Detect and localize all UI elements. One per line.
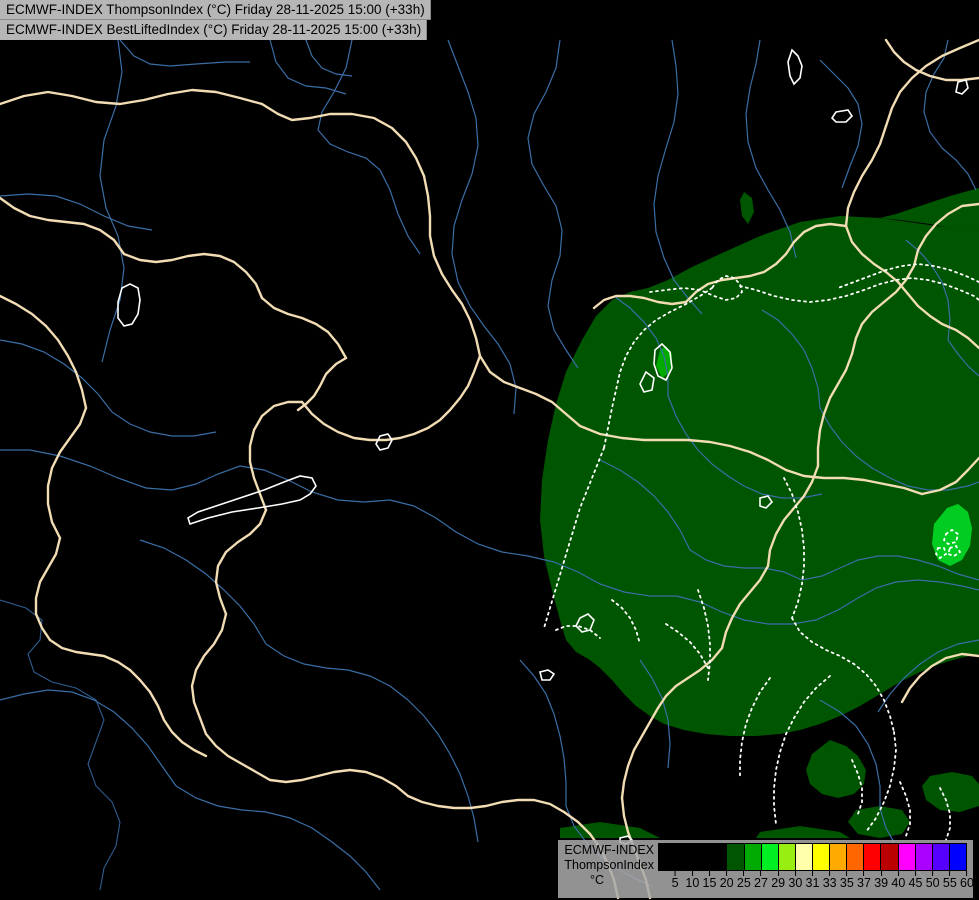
legend-color-cell-12 bbox=[863, 844, 881, 870]
legend-color-cell-5 bbox=[743, 844, 761, 870]
legend-parameter-name: ThompsonIndex bbox=[564, 858, 654, 872]
legend-color-cell-11 bbox=[846, 844, 864, 870]
legend-color-cell-8 bbox=[794, 844, 812, 870]
legend-color-cell-17 bbox=[948, 844, 966, 870]
contour-lines-layer bbox=[543, 263, 979, 841]
legend-color-cell-9 bbox=[811, 844, 830, 870]
legend-tick-39: 39 bbox=[874, 871, 888, 890]
legend-tick-60: 60 bbox=[960, 871, 974, 890]
header-banner: ECMWF-INDEX ThompsonIndex (°C) Friday 28… bbox=[0, 0, 431, 40]
legend-tick-40: 40 bbox=[891, 871, 905, 890]
legend-panel: ECMWF-INDEX ThompsonIndex °C 5 10 15 20 25 27… bbox=[558, 840, 974, 898]
rivers-layer bbox=[0, 39, 979, 891]
legend-color-cell-15 bbox=[914, 844, 932, 870]
legend-colorbar bbox=[658, 843, 967, 871]
legend-tick-30: 30 bbox=[788, 871, 802, 890]
legend-tick-25: 25 bbox=[737, 871, 751, 890]
legend-tick-20: 20 bbox=[720, 871, 734, 890]
legend-tick-50: 50 bbox=[926, 871, 940, 890]
legend-scale: 5 10 15 20 25 27 29 30 31 33 35 37 39 40 45 50 55 60 bbox=[658, 840, 974, 895]
legend-color-cell-13 bbox=[880, 844, 898, 870]
legend-tick-27: 27 bbox=[754, 871, 768, 890]
legend-tick-33: 33 bbox=[823, 871, 837, 890]
legend-tick-37: 37 bbox=[857, 871, 871, 890]
legend-tick-31: 31 bbox=[806, 871, 819, 890]
legend-tick-labels: 5 10 15 20 25 27 29 30 31 33 35 37 39 40 45 50 55 60 bbox=[658, 871, 974, 895]
legend-tick-15: 15 bbox=[703, 871, 716, 890]
legend-tick-35: 35 bbox=[840, 871, 854, 890]
legend-color-cell-16 bbox=[931, 844, 949, 870]
legend-tick-55: 55 bbox=[943, 871, 957, 890]
header-title-thompson-index: ECMWF-INDEX ThompsonIndex (°C) Friday 28… bbox=[0, 0, 431, 20]
legend-color-cell-4 bbox=[726, 844, 744, 870]
legend-tick-5: 5 bbox=[672, 871, 679, 890]
legend-color-cell-6 bbox=[760, 844, 778, 870]
index-shading-level-1 bbox=[540, 188, 979, 838]
legend-tick-10: 10 bbox=[685, 871, 699, 890]
country-borders-layer bbox=[0, 38, 979, 900]
legend-color-cell-10 bbox=[829, 844, 847, 870]
legend-labels: ECMWF-INDEX ThompsonIndex °C bbox=[558, 840, 658, 888]
legend-color-cell-1 bbox=[675, 844, 693, 870]
legend-color-cell-14 bbox=[897, 844, 915, 870]
legend-units: °C bbox=[589, 873, 605, 887]
index-shading-level-2 bbox=[656, 346, 972, 566]
legend-color-cell-7 bbox=[777, 844, 795, 870]
legend-model-name: ECMWF-INDEX bbox=[564, 843, 654, 857]
legend-color-cell-3 bbox=[709, 844, 727, 870]
legend-tick-29: 29 bbox=[771, 871, 785, 890]
legend-color-cell-2 bbox=[692, 844, 710, 870]
legend-tick-45: 45 bbox=[909, 871, 922, 890]
legend-color-cell-0 bbox=[659, 844, 676, 870]
header-title-best-lifted-index: ECMWF-INDEX BestLiftedIndex (°C) Friday … bbox=[0, 20, 428, 40]
